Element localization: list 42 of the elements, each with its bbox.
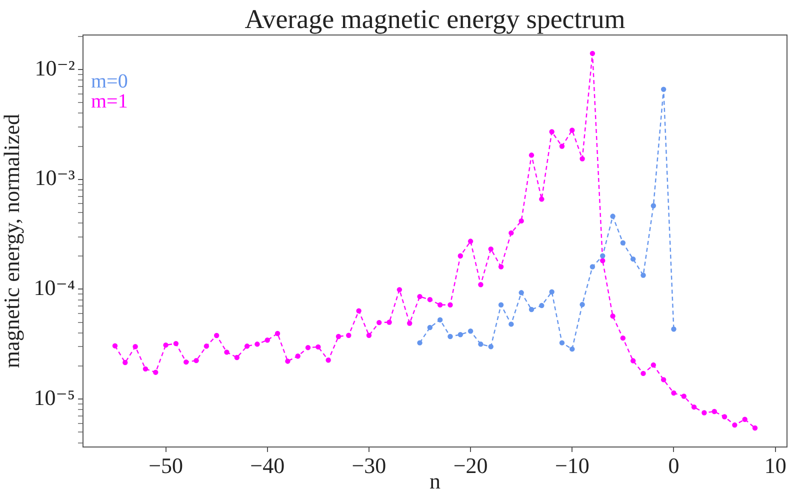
point xyxy=(580,302,585,308)
text: m=1 xyxy=(91,90,128,112)
x-axis-title: n xyxy=(430,468,440,494)
point xyxy=(488,344,494,350)
y-tick-label: 10⁻³ xyxy=(34,165,76,190)
point xyxy=(448,334,453,340)
point xyxy=(671,326,676,332)
point xyxy=(498,302,504,308)
chart-title: Average magnetic energy spectrum xyxy=(244,4,626,34)
point xyxy=(630,256,636,262)
x-tick-label: −50 xyxy=(148,452,184,478)
y-tick-label: 10⁻⁵ xyxy=(34,384,75,410)
x-tick-label: 0 xyxy=(668,452,680,478)
x-tick-label: −30 xyxy=(352,452,386,478)
point xyxy=(640,272,646,278)
point xyxy=(570,346,575,352)
x-tick-label: −10 xyxy=(554,452,590,478)
point xyxy=(458,332,463,338)
x-tick-label: 10 xyxy=(764,452,786,478)
point xyxy=(417,340,422,346)
point xyxy=(600,253,606,258)
point xyxy=(427,324,433,330)
y-tick-label: 10⁻² xyxy=(34,55,76,80)
y-axis-title: magnetic energy, normalized xyxy=(0,114,24,368)
x-tick-label: −40 xyxy=(250,452,285,478)
text: m=0 xyxy=(91,70,128,92)
point xyxy=(590,264,596,270)
point xyxy=(478,342,484,347)
point xyxy=(518,290,524,296)
point xyxy=(539,302,544,308)
point xyxy=(468,328,474,334)
point xyxy=(610,214,616,219)
y-tick-label: 10⁻⁴ xyxy=(34,274,76,300)
point xyxy=(660,86,666,92)
point xyxy=(549,289,554,294)
x-tick-label: −20 xyxy=(453,452,488,478)
point xyxy=(528,306,534,312)
point xyxy=(437,317,443,322)
point xyxy=(508,322,514,327)
point xyxy=(620,240,626,246)
point xyxy=(650,203,656,208)
point xyxy=(559,340,565,346)
